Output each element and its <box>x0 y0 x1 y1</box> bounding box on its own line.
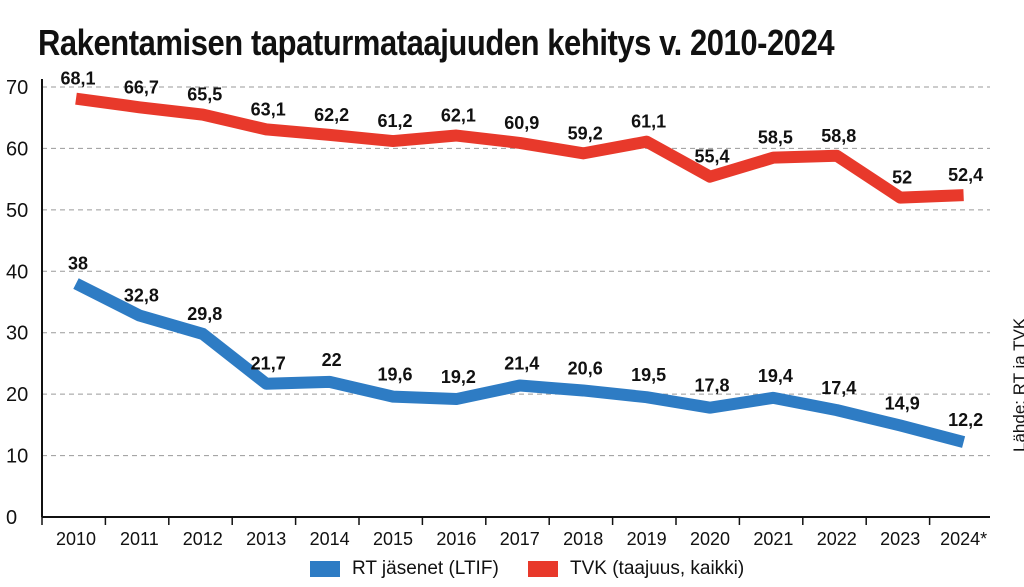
data-label-tvk: 52,4 <box>948 165 983 185</box>
x-tick-label: 2010 <box>56 529 96 549</box>
y-tick-label: 0 <box>6 507 17 529</box>
x-tick-label: 2011 <box>120 529 159 549</box>
data-label-tvk: 58,8 <box>821 126 856 146</box>
data-label-rt: 38 <box>68 254 88 274</box>
data-label-tvk: 55,4 <box>694 147 729 167</box>
legend-swatch-tvk <box>528 561 558 577</box>
x-tick-label: 2019 <box>627 529 667 549</box>
legend-item-rt: RT jäsenet (LTIF) <box>310 556 499 582</box>
x-tick-label: 2012 <box>183 529 223 549</box>
x-tick-label: 2020 <box>690 529 730 549</box>
x-tick-label: 2024* <box>940 529 987 549</box>
data-label-tvk: 61,1 <box>631 112 666 132</box>
data-label-rt: 17,4 <box>821 378 856 398</box>
legend-item-tvk: TVK (taajuus, kaikki) <box>528 556 744 582</box>
data-label-rt: 32,8 <box>124 286 159 306</box>
data-label-tvk: 66,7 <box>124 77 159 97</box>
data-label-rt: 14,9 <box>885 393 920 413</box>
y-tick-label: 40 <box>6 261 28 283</box>
legend-swatch-rt <box>310 561 340 577</box>
x-tick-label: 2017 <box>500 529 540 549</box>
data-label-tvk: 63,1 <box>251 99 286 119</box>
series-line-rt <box>73 278 966 448</box>
y-tick-label: 20 <box>6 384 28 406</box>
x-tick-label: 2014 <box>310 529 350 549</box>
y-tick-label: 60 <box>6 138 28 160</box>
x-tick-label: 2021 <box>753 529 793 549</box>
y-tick-label: 10 <box>6 446 28 468</box>
series-line-tvk <box>75 92 964 204</box>
x-tick-label: 2013 <box>246 529 286 549</box>
x-tick-label: 2015 <box>373 529 413 549</box>
data-label-rt: 20,6 <box>568 358 603 378</box>
x-tick-label: 2023 <box>880 529 920 549</box>
source-note: Lähde: RT ja TVK <box>1010 317 1024 452</box>
data-label-tvk: 65,5 <box>187 85 222 105</box>
data-label-tvk: 58,5 <box>758 128 793 148</box>
y-tick-label: 50 <box>6 200 28 222</box>
data-label-rt: 29,8 <box>187 304 222 324</box>
data-label-rt: 21,7 <box>251 354 286 374</box>
legend-label-tvk: TVK (taajuus, kaikki) <box>570 558 745 579</box>
data-label-rt: 12,2 <box>948 410 983 430</box>
data-label-tvk: 62,1 <box>441 106 476 126</box>
data-label-tvk: 62,2 <box>314 105 349 125</box>
data-label-rt: 21,4 <box>504 354 539 374</box>
data-label-rt: 22 <box>322 350 342 370</box>
data-label-tvk: 60,9 <box>504 113 539 133</box>
data-label-tvk: 68,1 <box>60 69 95 89</box>
chart-title: Rakentamisen tapaturmataajuuden kehitys … <box>38 22 835 63</box>
data-label-rt: 19,4 <box>758 366 793 386</box>
data-label-rt: 19,2 <box>441 367 476 387</box>
x-tick-label: 2022 <box>817 529 857 549</box>
data-label-tvk: 61,2 <box>377 111 412 131</box>
data-label-tvk: 52 <box>892 168 912 188</box>
data-label-rt: 19,6 <box>377 365 412 385</box>
y-tick-label: 70 <box>6 77 28 99</box>
y-tick-label: 30 <box>6 323 28 345</box>
data-label-rt: 17,8 <box>694 376 729 396</box>
x-tick-label: 2016 <box>436 529 476 549</box>
legend-label-rt: RT jäsenet (LTIF) <box>352 558 499 579</box>
data-label-rt: 19,5 <box>631 365 666 385</box>
data-label-tvk: 59,2 <box>568 123 603 143</box>
x-tick-label: 2018 <box>563 529 603 549</box>
